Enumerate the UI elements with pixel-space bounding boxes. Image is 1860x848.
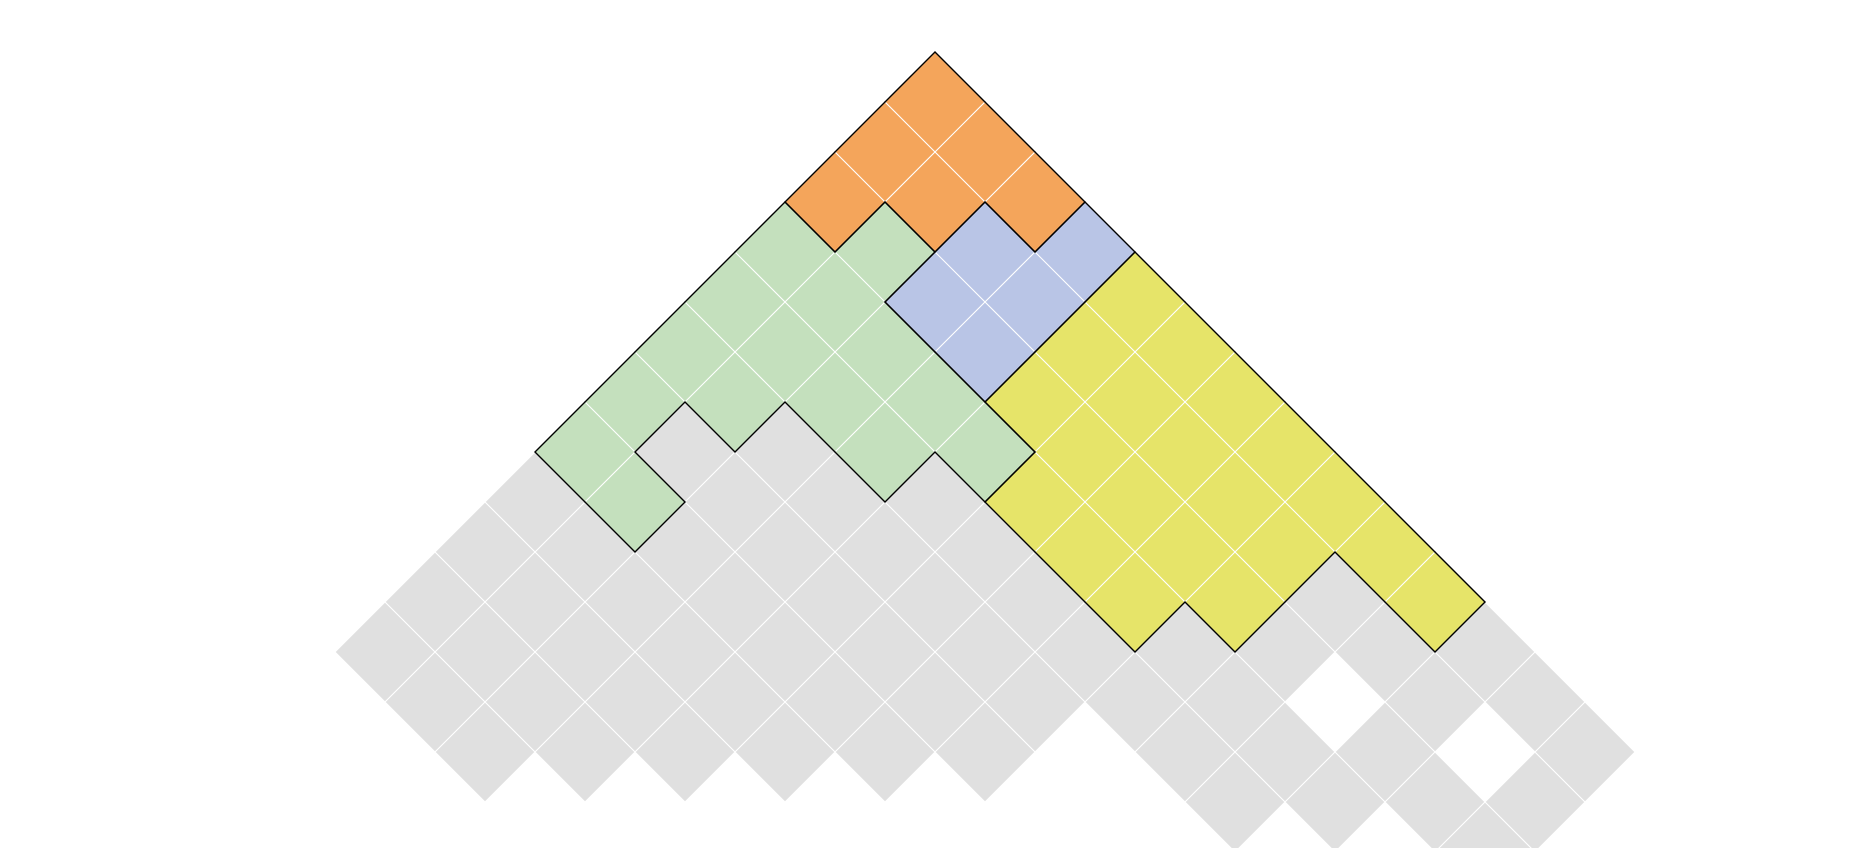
region-border-segment xyxy=(684,251,736,303)
cell-grey xyxy=(734,701,836,803)
region-border-segment xyxy=(784,201,836,253)
region-border-segment xyxy=(1284,401,1336,453)
region-border-segment xyxy=(534,401,586,453)
region-border-segment xyxy=(1234,601,1286,653)
cell-grey xyxy=(1438,801,1532,848)
region-border-segment xyxy=(584,501,636,553)
region-border-segment xyxy=(784,151,836,203)
region-border-segment xyxy=(1134,601,1186,653)
cells-layer xyxy=(334,51,1636,848)
cell-grey xyxy=(1384,751,1486,848)
region-border-segment xyxy=(984,351,1036,403)
region-border-segment xyxy=(1284,551,1336,603)
region-border-segment xyxy=(934,51,986,103)
region-border-segment xyxy=(1034,151,1086,203)
cell-grey xyxy=(1534,701,1636,803)
region-border-segment xyxy=(984,401,1036,453)
region-border-segment xyxy=(884,201,936,253)
region-border-segment xyxy=(934,451,986,503)
region-border-segment xyxy=(984,451,1036,503)
region-border-segment xyxy=(1334,451,1386,503)
region-border-segment xyxy=(634,501,686,553)
region-border-segment xyxy=(1384,501,1436,553)
region-border-segment xyxy=(1084,201,1136,253)
region-border-segment xyxy=(634,401,686,453)
region-border-segment xyxy=(1184,301,1236,353)
cell-grey xyxy=(434,701,536,803)
region-border-segment xyxy=(1034,301,1086,353)
cell-grey xyxy=(534,701,636,803)
region-border-segment xyxy=(1434,551,1486,603)
region-border-segment xyxy=(984,501,1036,553)
region-border-segment xyxy=(534,451,586,503)
region-border-segment xyxy=(834,101,886,153)
region-border-segment xyxy=(984,201,1036,253)
region-border-segment xyxy=(1084,601,1136,653)
region-border-segment xyxy=(884,301,936,353)
region-border-segment xyxy=(934,201,986,253)
region-border-segment xyxy=(1384,601,1436,653)
region-border-segment xyxy=(1034,551,1086,603)
region-border-segment xyxy=(1334,551,1386,603)
region-border-segment xyxy=(1134,251,1186,303)
region-border-segment xyxy=(634,301,686,353)
region-border-segment xyxy=(884,451,936,503)
region-border-segment xyxy=(834,201,886,253)
region-border-segment xyxy=(884,51,936,103)
cell-grey xyxy=(634,701,736,803)
cell-grey xyxy=(934,701,1036,803)
region-border-segment xyxy=(884,251,936,303)
region-border-segment xyxy=(784,401,836,453)
region-border-segment xyxy=(1434,601,1486,653)
region-border-segment xyxy=(1234,351,1286,403)
cell-grey xyxy=(1284,751,1386,848)
region-border-segment xyxy=(634,451,686,503)
region-border-segment xyxy=(684,401,736,453)
region-border-segment xyxy=(1184,601,1236,653)
region-border-segment xyxy=(834,451,886,503)
cell-grey xyxy=(834,701,936,803)
region-border-segment xyxy=(734,201,786,253)
region-border-segment xyxy=(984,101,1036,153)
region-border-segment xyxy=(934,351,986,403)
region-border-segment xyxy=(584,351,636,403)
region-border-segment xyxy=(1084,251,1136,303)
cell-grey xyxy=(1184,751,1286,848)
region-borders-layer xyxy=(534,51,1486,653)
region-border-segment xyxy=(734,401,786,453)
region-border-segment xyxy=(1034,201,1086,253)
